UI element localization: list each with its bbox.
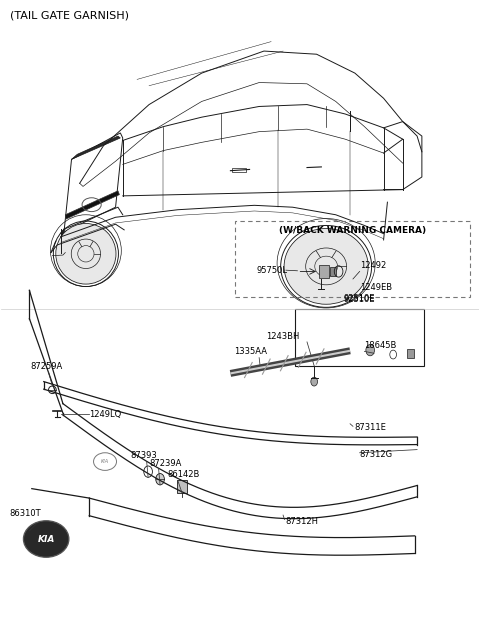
Circle shape <box>156 473 164 485</box>
Circle shape <box>366 345 374 356</box>
Text: 1249LQ: 1249LQ <box>89 410 121 419</box>
Text: KIA: KIA <box>101 459 109 464</box>
Polygon shape <box>65 191 120 219</box>
Text: 1243BH: 1243BH <box>266 332 300 341</box>
Text: 87312G: 87312G <box>360 449 393 459</box>
Ellipse shape <box>284 228 368 304</box>
Text: (W/BACK WARNING CAMERA): (W/BACK WARNING CAMERA) <box>279 226 426 235</box>
Text: 87393: 87393 <box>130 451 156 460</box>
Text: 92510E: 92510E <box>344 294 375 303</box>
Bar <box>177 480 187 493</box>
Text: 86310T: 86310T <box>9 509 41 518</box>
Bar <box>407 349 414 358</box>
Text: 87311E: 87311E <box>354 423 386 432</box>
Polygon shape <box>72 136 120 160</box>
Bar <box>319 265 328 278</box>
Text: 95750L: 95750L <box>256 266 287 274</box>
Text: KIA: KIA <box>37 534 55 543</box>
Ellipse shape <box>24 521 69 557</box>
Text: 87239A: 87239A <box>149 459 181 468</box>
Text: 86142B: 86142B <box>167 470 200 479</box>
Text: 87259A: 87259A <box>30 362 62 371</box>
Text: 1249EB: 1249EB <box>360 283 392 292</box>
Text: (TAIL GATE GARNISH): (TAIL GATE GARNISH) <box>10 10 129 20</box>
Text: 92510E: 92510E <box>344 295 375 304</box>
Ellipse shape <box>56 223 116 284</box>
Text: 87312H: 87312H <box>286 517 318 526</box>
Bar <box>330 267 336 276</box>
Text: 1335AA: 1335AA <box>234 348 267 357</box>
Text: 12492: 12492 <box>360 261 386 270</box>
Bar <box>232 168 246 172</box>
Circle shape <box>311 377 318 386</box>
Text: 18645B: 18645B <box>364 341 397 350</box>
